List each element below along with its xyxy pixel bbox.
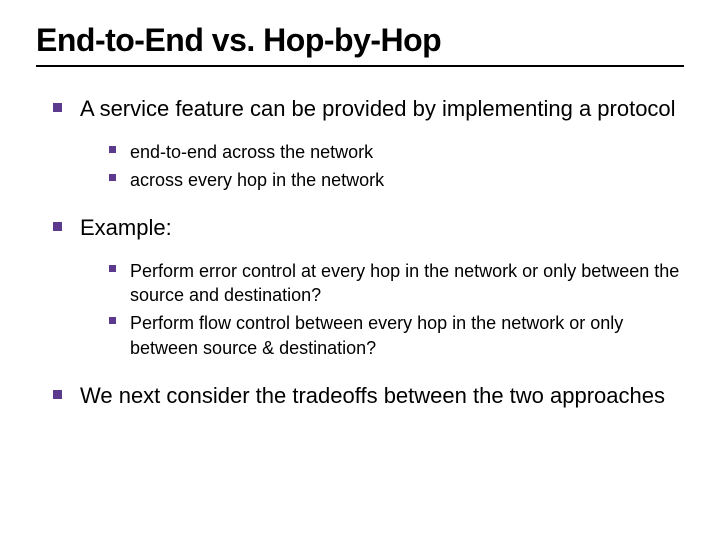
bullet-text: Example: [80, 214, 684, 243]
slide-title: End-to-End vs. Hop-by-Hop [36, 22, 684, 59]
square-bullet-icon [52, 382, 62, 399]
bullet-l2: Perform flow control between every hop i… [108, 311, 684, 360]
bullet-text: Perform flow control between every hop i… [130, 311, 684, 360]
square-bullet-icon [108, 259, 116, 272]
square-bullet-icon [108, 168, 116, 181]
bullet-text: Perform error control at every hop in th… [130, 259, 684, 308]
bullet-l1: We next consider the tradeoffs between t… [52, 382, 684, 411]
bullet-text: We next consider the tradeoffs between t… [80, 382, 684, 411]
square-bullet-icon [52, 95, 62, 112]
bullet-l1: A service feature can be provided by imp… [52, 95, 684, 124]
square-bullet-icon [108, 311, 116, 324]
square-bullet-icon [108, 140, 116, 153]
bullet-l1: Example: [52, 214, 684, 243]
bullet-text: across every hop in the network [130, 168, 684, 192]
title-rule [36, 65, 684, 67]
bullet-text: A service feature can be provided by imp… [80, 95, 684, 124]
slide: End-to-End vs. Hop-by-Hop A service feat… [0, 0, 720, 540]
bullet-l2: end-to-end across the network [108, 140, 684, 164]
square-bullet-icon [52, 214, 62, 231]
bullet-text: end-to-end across the network [130, 140, 684, 164]
bullet-l2: Perform error control at every hop in th… [108, 259, 684, 308]
bullet-l2: across every hop in the network [108, 168, 684, 192]
